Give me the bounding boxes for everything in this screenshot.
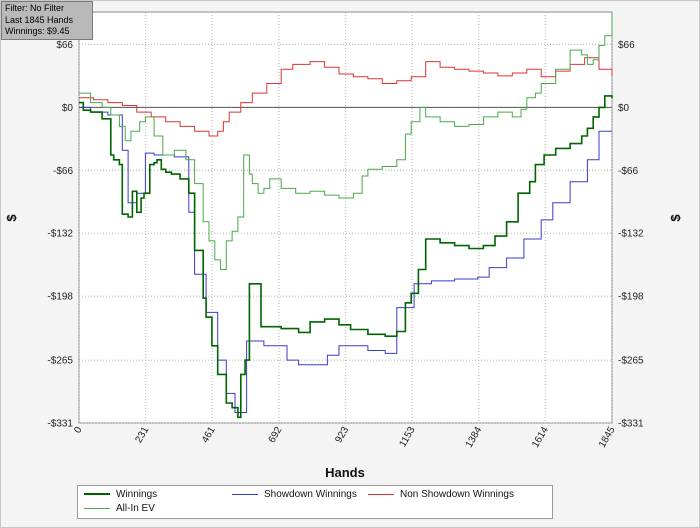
x-tick-label: 231 (133, 425, 151, 445)
y-tick-label-left: -$132 (47, 229, 73, 240)
x-tick-label: 923 (333, 425, 351, 445)
non-showdown-winnings-line (79, 57, 613, 137)
x-tick-label: 1384 (464, 425, 485, 450)
legend-item-non-showdown: Non Showdown Winnings (364, 488, 514, 502)
hands-count-label: Last 1845 Hands (5, 14, 74, 25)
winnings-total-label: Winnings: $9.45 (5, 26, 70, 36)
filter-info-box: Filter: No Filter Last 1845 Hands Winnin… (1, 1, 93, 40)
y-tick-label-right: -$331 (618, 419, 644, 430)
showdown-winnings-line (79, 106, 612, 413)
y-tick-label-right: $0 (618, 103, 630, 114)
chart-legend: Winnings All-In EV Showdown Winnings Non… (77, 485, 553, 519)
legend-item-winnings: Winnings (80, 488, 157, 502)
series-group (79, 12, 613, 419)
legend-label-allin-ev: All-In EV (116, 503, 155, 514)
legend-swatch-showdown (232, 493, 258, 495)
legend-swatch-winnings (84, 493, 110, 496)
legend-swatch-allin-ev (84, 507, 110, 509)
x-tick-label: 1845 (597, 425, 618, 450)
x-axis-title: Hands (325, 465, 365, 480)
y-tick-label-right: -$132 (618, 229, 644, 240)
all-in-ev-line (79, 12, 613, 270)
y-axis-title-left: $ (4, 214, 19, 222)
winnings-line (79, 95, 613, 419)
y-tick-label-left: $66 (56, 40, 73, 51)
filter-label: Filter: No Filter (5, 3, 65, 13)
x-tick-label: 461 (200, 425, 218, 445)
legend-item-showdown: Showdown Winnings (228, 488, 357, 502)
x-tick-label: 1153 (397, 425, 417, 450)
y-tick-label-left: -$331 (47, 419, 73, 430)
legend-label-winnings: Winnings (116, 489, 158, 500)
legend-label-non-showdown: Non Showdown Winnings (400, 489, 514, 500)
y-tick-label-right: -$66 (618, 166, 638, 177)
y-tick-label-right: -$198 (618, 292, 644, 303)
y-tick-label-left: -$66 (53, 166, 73, 177)
legend-item-allin-ev: All-In EV (80, 502, 155, 516)
y-tick-label-right: -$265 (618, 356, 644, 367)
x-tick-label: 692 (267, 425, 285, 445)
y-tick-label-left: -$198 (47, 292, 73, 303)
x-tick-label: 0 (72, 425, 85, 436)
y-tick-label-right: $66 (618, 40, 635, 51)
x-tick-label: 1614 (530, 425, 551, 450)
legend-swatch-non-showdown (368, 493, 394, 495)
y-tick-label-left: $0 (62, 103, 74, 114)
legend-label-showdown: Showdown Winnings (264, 489, 357, 500)
y-tick-label-left: -$265 (47, 356, 73, 367)
y-axis-title-right: $ (668, 214, 683, 222)
